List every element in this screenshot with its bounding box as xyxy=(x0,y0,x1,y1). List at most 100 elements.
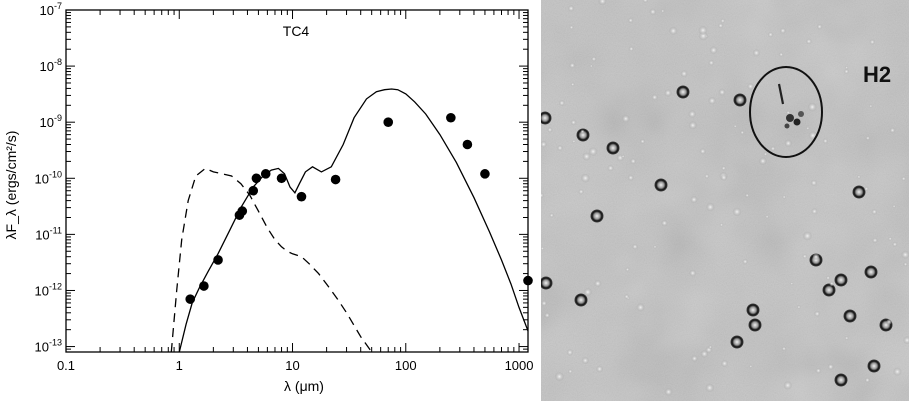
faint-star xyxy=(886,319,892,325)
faint-star xyxy=(640,138,646,144)
faint-star xyxy=(596,365,603,373)
faint-star xyxy=(892,204,896,208)
faint-star xyxy=(607,164,614,172)
faint-star xyxy=(732,207,742,217)
faint-star xyxy=(871,209,878,215)
faint-star xyxy=(625,267,630,272)
faint-star xyxy=(733,124,737,128)
star xyxy=(822,283,836,297)
faint-star xyxy=(720,18,726,24)
model-curves xyxy=(170,88,528,352)
image-mottling xyxy=(541,0,909,401)
star xyxy=(654,178,668,192)
faint-star xyxy=(689,269,697,277)
star xyxy=(676,85,690,99)
faint-star xyxy=(580,129,585,134)
star xyxy=(606,141,620,155)
faint-star xyxy=(781,346,787,351)
faint-star xyxy=(581,357,589,364)
faint-star xyxy=(815,367,822,374)
data-point xyxy=(185,294,196,304)
faint-star xyxy=(664,388,673,396)
faint-star xyxy=(541,192,544,199)
data-point xyxy=(260,169,271,179)
data-point xyxy=(480,169,490,179)
faint-star xyxy=(901,176,906,181)
faint-star xyxy=(745,193,750,198)
faint-star xyxy=(568,369,573,374)
faint-star xyxy=(651,94,658,101)
faint-star xyxy=(721,360,729,367)
faint-star xyxy=(720,174,727,181)
faint-star xyxy=(630,158,637,165)
data-point xyxy=(296,191,307,202)
faint-star xyxy=(864,377,870,383)
faint-star xyxy=(864,186,869,191)
faint-star xyxy=(570,119,577,126)
faint-star xyxy=(845,66,849,70)
data-point xyxy=(276,173,287,184)
star xyxy=(590,209,604,223)
faint-star xyxy=(628,46,634,52)
faint-star xyxy=(749,364,753,368)
dashed-model-curve xyxy=(170,167,373,352)
plot-frame xyxy=(65,9,529,353)
faint-star xyxy=(765,215,769,219)
faint-star xyxy=(704,173,710,179)
faint-star xyxy=(806,126,810,130)
data-point xyxy=(383,117,394,127)
x-tick-label: 100 xyxy=(395,358,417,373)
h2-label: H2 xyxy=(863,62,891,87)
axis-ticks xyxy=(65,9,528,353)
faint-star xyxy=(699,148,706,155)
faint-star xyxy=(708,59,715,66)
faint-star xyxy=(690,196,698,204)
faint-star xyxy=(857,175,861,179)
star xyxy=(843,309,857,323)
y-tick-label: 10-13 xyxy=(35,338,62,355)
x-tick-label: 10 xyxy=(285,358,299,373)
data-point xyxy=(251,173,262,184)
faint-star xyxy=(706,202,715,212)
faint-star xyxy=(811,208,818,215)
star xyxy=(867,359,881,373)
faint-star xyxy=(822,138,828,144)
x-tick-label: 1 xyxy=(176,358,183,373)
faint-star xyxy=(826,275,831,280)
data-point xyxy=(199,281,209,291)
star xyxy=(852,185,866,199)
y-tick-label: 10-11 xyxy=(35,225,62,242)
faint-star xyxy=(566,349,574,356)
faint-star xyxy=(569,62,576,69)
star-field xyxy=(541,0,909,396)
faint-star xyxy=(578,189,584,195)
faint-star xyxy=(814,310,821,317)
faint-star xyxy=(784,139,792,147)
faint-star xyxy=(591,56,597,62)
faint-star xyxy=(782,195,786,199)
faint-star xyxy=(632,243,638,250)
faint-star xyxy=(779,52,784,57)
h2-knots xyxy=(777,83,804,129)
y-tick-label: 10-8 xyxy=(40,57,62,74)
faint-star xyxy=(628,17,634,23)
faint-star xyxy=(557,145,563,151)
y-tick-label: 10-7 xyxy=(40,1,62,18)
x-tick-label: 1000 xyxy=(505,358,534,373)
star xyxy=(574,293,588,307)
faint-star xyxy=(779,27,786,34)
faint-star xyxy=(691,355,698,362)
faint-star xyxy=(742,258,748,265)
faint-star xyxy=(802,253,808,259)
faint-star xyxy=(544,312,550,319)
x-tick-label: 0.1 xyxy=(57,358,75,373)
faint-star xyxy=(893,367,902,376)
faint-star xyxy=(810,179,818,187)
faint-star xyxy=(680,70,688,78)
faint-star xyxy=(827,363,834,370)
faint-star xyxy=(829,281,835,287)
faint-star xyxy=(621,154,625,158)
tick-labels: 0.1 1 10 100 1000 10-13 10-12 10-11 10-10 10-9 10-… xyxy=(35,1,534,373)
faint-star xyxy=(770,146,776,152)
faint-star xyxy=(806,38,812,45)
